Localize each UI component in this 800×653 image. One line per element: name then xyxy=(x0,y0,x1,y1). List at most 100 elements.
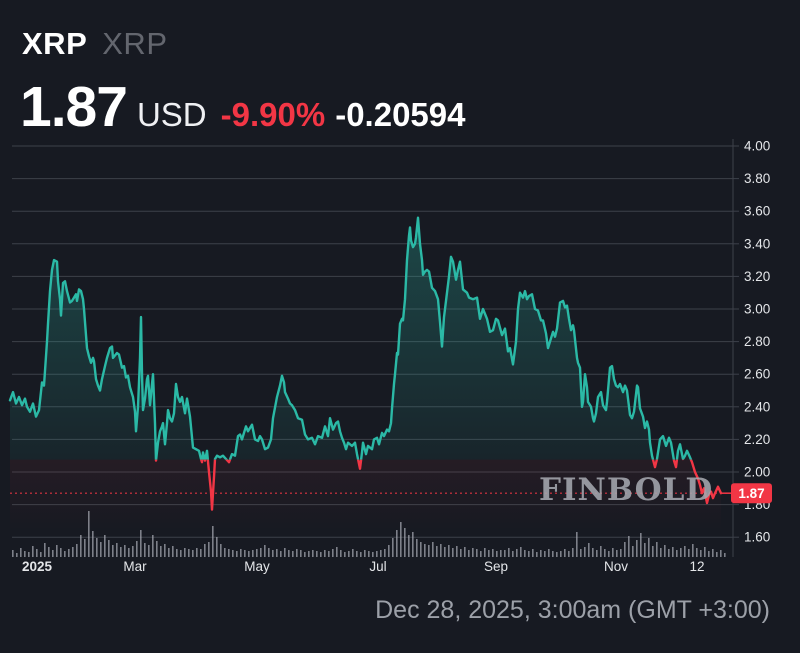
volume-bar xyxy=(128,548,130,557)
volume-bar xyxy=(100,542,102,557)
volume-bar xyxy=(388,545,390,557)
volume-bar xyxy=(384,549,386,557)
volume-bar xyxy=(284,548,286,557)
volume-bar xyxy=(176,549,178,557)
volume-bar xyxy=(252,550,254,557)
volume-bar xyxy=(620,549,622,557)
volume-bar xyxy=(660,548,662,557)
volume-bar xyxy=(652,546,654,557)
volume-bar xyxy=(672,547,674,557)
price-chart-canvas[interactable]: 4.00 3.80 3.60 3.40 3.20 3.00 2.80 2.60 2.40 2.20… xyxy=(0,136,800,596)
volume-bar xyxy=(364,550,366,557)
volume-bar xyxy=(92,531,94,557)
volume-bar xyxy=(172,546,174,557)
volume-bar xyxy=(132,546,134,557)
volume-bar xyxy=(560,551,562,557)
volume-bar xyxy=(140,530,142,557)
volume-bar xyxy=(512,551,514,557)
currency-label: USD xyxy=(136,96,207,133)
volume-bar xyxy=(492,549,494,557)
volume-bar xyxy=(340,550,342,557)
volume-bar xyxy=(232,550,234,557)
volume-bar xyxy=(292,551,294,557)
volume-bar xyxy=(692,544,694,557)
volume-bar xyxy=(516,549,518,557)
area-fill-up xyxy=(10,217,691,460)
volume-bar xyxy=(584,547,586,557)
volume-bar xyxy=(588,543,590,557)
volume-bar xyxy=(264,545,266,557)
volume-bar xyxy=(628,536,630,557)
volume-bar xyxy=(204,544,206,557)
volume-bar xyxy=(328,551,330,557)
volume-bar xyxy=(596,550,598,557)
volume-bar xyxy=(236,551,238,557)
volume-bar xyxy=(60,548,62,557)
volume-bar xyxy=(556,552,558,557)
volume-bar xyxy=(432,542,434,557)
volume-bar xyxy=(524,550,526,557)
volume-bar xyxy=(164,544,166,557)
volume-bar xyxy=(16,553,18,557)
volume-bar xyxy=(468,550,470,557)
volume-bar xyxy=(704,547,706,557)
volume-bar xyxy=(120,547,122,557)
volume-bar xyxy=(624,542,626,557)
volume-bar xyxy=(544,551,546,557)
volume-bar xyxy=(96,538,98,557)
volume-bar xyxy=(160,546,162,557)
volume-bar xyxy=(656,542,658,557)
volume-bar xyxy=(20,548,22,557)
volume-bar xyxy=(528,551,530,557)
volume-bar xyxy=(716,552,718,557)
y-axis-tick-label: 3.20 xyxy=(744,269,770,284)
volume-bar xyxy=(64,551,66,557)
volume-bar xyxy=(612,548,614,557)
volume-bar xyxy=(404,528,406,557)
volume-bar xyxy=(112,545,114,557)
volume-bar xyxy=(448,545,450,557)
volume-bar xyxy=(424,544,426,557)
volume-bar xyxy=(648,538,650,557)
volume-bar xyxy=(184,548,186,557)
volume-bar xyxy=(380,550,382,557)
volume-bar xyxy=(28,552,30,557)
volume-bar xyxy=(476,549,478,557)
volume-bar xyxy=(40,552,42,557)
volume-bar xyxy=(452,548,454,557)
volume-bar xyxy=(56,545,58,557)
volume-bar xyxy=(504,550,506,557)
volume-bar xyxy=(124,545,126,557)
volume-bar xyxy=(480,551,482,557)
volume-bar xyxy=(520,547,522,557)
volume-bar xyxy=(316,551,318,557)
volume-bar xyxy=(636,540,638,557)
y-axis-tick-label: 3.00 xyxy=(744,302,770,317)
price-row: 1.87 USD -9.90% -0.20594 xyxy=(20,74,465,140)
volume-bar xyxy=(680,548,682,557)
volume-bar xyxy=(144,543,146,557)
volume-bar xyxy=(336,547,338,557)
volume-bar xyxy=(444,547,446,557)
y-axis-tick-label: 2.00 xyxy=(744,465,770,480)
volume-bar xyxy=(248,551,250,557)
symbol-row: XRP XRP xyxy=(22,26,168,62)
volume-bar xyxy=(12,550,14,557)
volume-bar xyxy=(708,551,710,557)
volume-bar xyxy=(324,550,326,557)
volume-bar xyxy=(348,551,350,557)
volume-bar xyxy=(576,532,578,557)
volume-bar xyxy=(496,551,498,557)
asset-ticker: XRP xyxy=(102,26,168,61)
chart-timestamp: Dec 28, 2025, 3:00am (GMT +3:00) xyxy=(375,596,770,624)
volume-bar xyxy=(260,548,262,557)
price-line-up xyxy=(8,216,693,460)
y-axis-tick-label: 2.80 xyxy=(744,334,770,349)
volume-bar xyxy=(440,544,442,557)
volume-bar xyxy=(712,549,714,557)
volume-bar xyxy=(540,550,542,557)
y-axis-tick-label: 2.20 xyxy=(744,432,770,447)
x-axis-tick-label: May xyxy=(244,559,270,574)
volume-bar xyxy=(356,551,358,557)
volume-bar xyxy=(276,549,278,557)
